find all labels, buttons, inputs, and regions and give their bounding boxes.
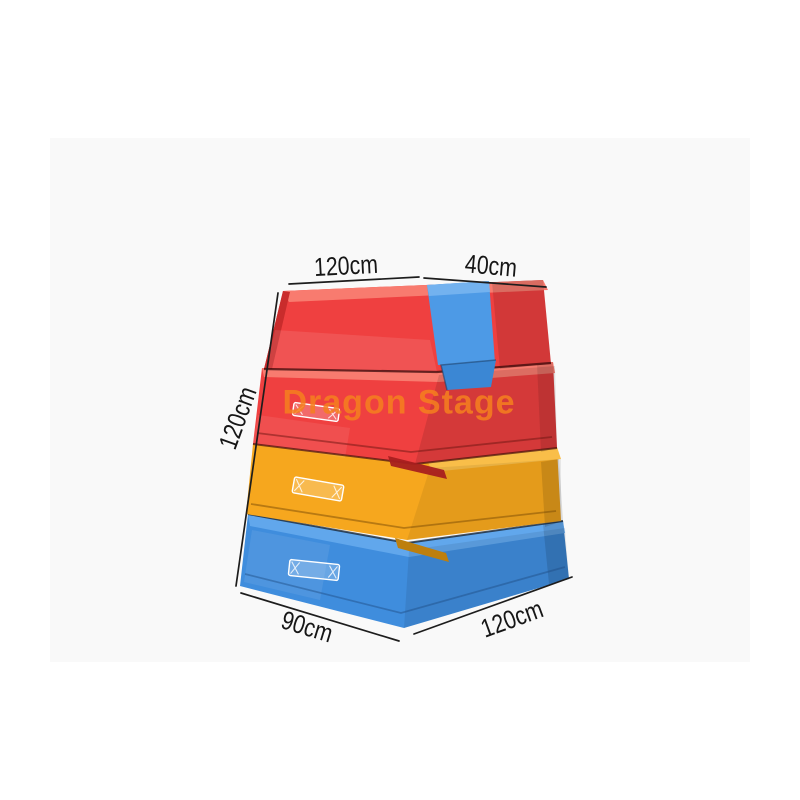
handle-strap (287, 558, 341, 582)
handle-stitches (290, 561, 338, 579)
watermark: Dragon Stage (282, 383, 516, 422)
dim-label-top-width: 40cm (463, 248, 519, 283)
carry-handle-red-layer (291, 401, 341, 423)
carry-handle-yellow-block (291, 476, 345, 502)
red-layer-edge-shade (537, 362, 557, 452)
blue-stripe-tab-edge (440, 359, 497, 391)
blue-block-highlight (244, 530, 330, 600)
blue-stripe-tab (441, 360, 496, 390)
yellow-corner-fold (395, 538, 449, 562)
blue-block-edge-shade (543, 521, 569, 584)
yellow-block-top-face (428, 447, 561, 472)
top-red-block (263, 280, 552, 391)
yellow-block (246, 444, 563, 562)
dimension-line-top-length (288, 276, 420, 285)
top-block-right-shade (492, 280, 551, 369)
red-layer-highlight (253, 415, 350, 458)
blue-stripe-top (427, 281, 490, 296)
top-middle-boundary-seam (263, 361, 552, 374)
blue-stripe (427, 281, 495, 365)
yellow-block-seam (250, 503, 557, 529)
dimension-line-height (235, 292, 279, 587)
top-block-highlight (266, 330, 437, 372)
carry-handles (287, 401, 345, 582)
handle-stitches (293, 478, 343, 500)
red-corner-fold (388, 456, 447, 479)
handle-stitches (294, 404, 338, 420)
dimension-line-base-length (413, 576, 573, 635)
yellow-block-right-shade (407, 459, 561, 540)
yellow-block-edge-shade (541, 459, 563, 527)
handle-strap (291, 476, 345, 502)
dim-label-top-length: 120cm (313, 248, 379, 283)
blue-block-seam (244, 566, 566, 614)
red-layer-seam (256, 432, 553, 453)
dimension-line-top-width (423, 277, 547, 288)
dimension-lines (235, 276, 573, 642)
dimension-line-base-depth (240, 592, 400, 642)
carry-handle-blue-block (287, 558, 341, 582)
handle-strap (291, 401, 341, 423)
